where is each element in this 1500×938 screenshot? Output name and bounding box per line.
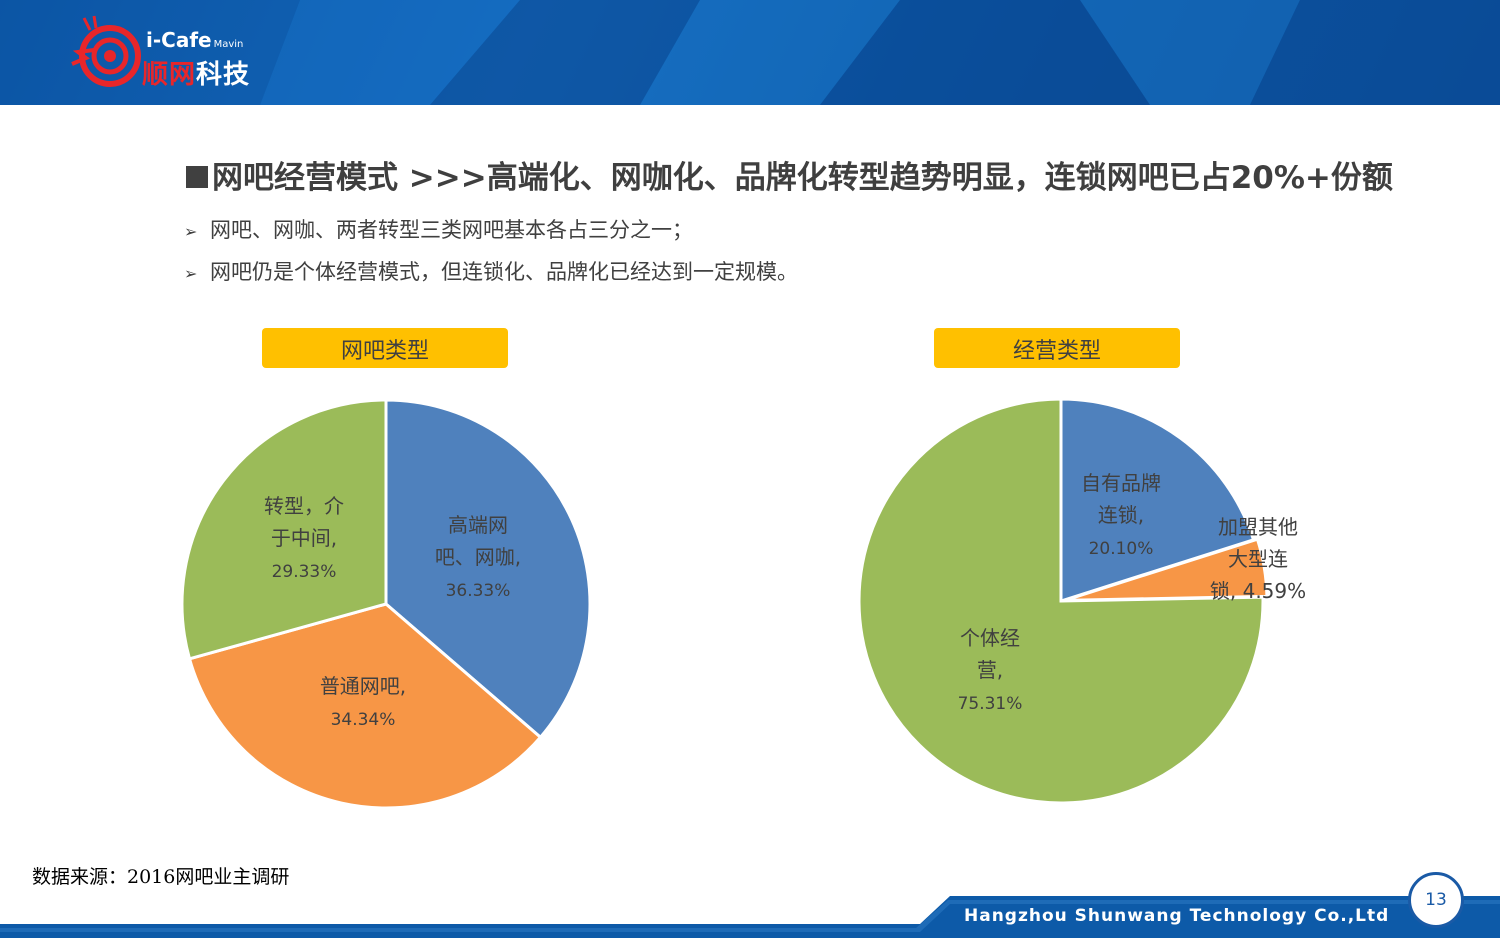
- logo-target-icon: [71, 15, 141, 87]
- footer-company: Hangzhou Shunwang Technology Co.,Ltd: [964, 906, 1390, 926]
- header-pattern: [0, 0, 1500, 105]
- bullet-item: ➢ 网吧仍是个体经营模式，但连锁化、品牌化已经达到一定规模。: [184, 260, 798, 284]
- chart1-slice-2-label: 普通网吧, 34.34%: [320, 674, 406, 730]
- chart2-title: 经营类型: [934, 328, 1180, 368]
- chart1-slice-1: [384, 398, 592, 740]
- chart2-slice-3: [857, 397, 1265, 805]
- footer-bar: [0, 896, 1500, 938]
- chart2-slice-1: [1059, 397, 1256, 604]
- chart1-slice-1-label: 高端网吧、网咖, 36.33%: [435, 513, 521, 601]
- chart1-slice-3: [180, 398, 388, 661]
- title-square-icon: [186, 166, 208, 188]
- chart2-slice-1-label: 自有品牌连锁, 20.10%: [1081, 471, 1161, 559]
- chart2-slice-2-label: 加盟其他大型连锁, 4.59%: [1210, 515, 1306, 603]
- arrow-bullet-icon: ➢: [184, 222, 198, 241]
- chart1-slice-2: [187, 602, 543, 810]
- chart1-slice-3-label: 转型，介于中间, 29.33%: [264, 494, 344, 582]
- chart2-slice-3-label: 个体经营, 75.31%: [958, 626, 1023, 714]
- arrow-bullet-icon: ➢: [184, 264, 198, 283]
- page-number: 13: [1408, 872, 1464, 928]
- data-source-note: 数据来源：2016网吧业主调研: [32, 866, 290, 888]
- header-banner: i-Cafe Mavin 顺网科技: [0, 0, 1500, 105]
- slide-title: 网吧经营模式 >>>高端化、网咖化、品牌化转型趋势明显，连锁网吧已占20%+份额: [186, 152, 1393, 197]
- bullet-item: ➢ 网吧、网咖、两者转型三类网吧基本各占三分之一；: [184, 218, 693, 242]
- company-logo: i-Cafe Mavin 顺网科技: [60, 10, 300, 95]
- brand-chinese: 顺网科技: [142, 60, 251, 90]
- chart1-title: 网吧类型: [262, 328, 508, 368]
- chart2-slice-2: [1064, 537, 1269, 602]
- brand-english: i-Cafe Mavin: [146, 28, 244, 52]
